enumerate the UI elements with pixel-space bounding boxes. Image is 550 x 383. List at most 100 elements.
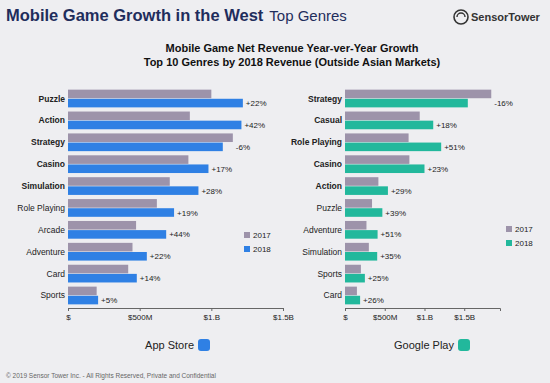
bar [68,252,147,261]
bar [345,90,491,99]
bar [345,252,377,261]
category-label: Role Playing [17,203,65,213]
growth-label: +26% [363,296,384,305]
category-label: Arcade [38,225,65,235]
axis-line [69,309,284,312]
category-label: Puzzle [39,94,66,104]
tick: $ [343,308,348,322]
legend-swatch [506,240,512,246]
category-label: Puzzle [316,203,342,213]
slide-title: Mobile Game Growth in the WestTop Genres [6,6,347,24]
bar [68,221,136,230]
tick: $1.B [417,308,433,322]
bar [345,199,372,208]
bar [68,112,190,121]
bar [68,177,170,186]
growth-label: -16% [494,99,513,108]
bar [345,99,468,108]
tick: $1.5B [273,308,294,322]
tick-mark [211,308,212,311]
tick: $1.B [204,308,220,322]
bar [68,274,137,283]
category-label: Casino [314,159,342,169]
tick-mark [424,308,425,311]
growth-label: +18% [436,121,457,130]
tick-mark [283,308,284,311]
bar [345,164,424,173]
bar [68,155,188,164]
tick-mark [68,308,69,311]
logo-icon-arc [457,13,465,17]
growth-label: +22% [150,252,171,261]
tick-label: $ [343,313,348,322]
x-axis: $ $500M $1.B $1.5B [66,308,294,322]
legend-label: 2018 [515,239,533,248]
x-axis: $ $500M $1.B $1.5B [343,308,500,322]
bar [345,243,369,252]
category-label: Sports [40,290,65,300]
bars [68,90,243,305]
category-label: Strategy [308,94,342,104]
tick: $ [66,308,71,322]
tick-mark [464,308,465,311]
bar [345,265,361,274]
bar [68,287,97,296]
growth-label: +28% [201,187,222,196]
bar [345,208,382,217]
bar [68,121,241,130]
category-label: Adventure [303,225,342,235]
bar [345,274,365,283]
growth-label: +22% [246,99,267,108]
bar [68,186,198,195]
bar [345,296,360,305]
category-label: Casual [314,115,342,125]
category-label: Role Playing [291,137,342,147]
category-label: Simulation [302,247,342,257]
category-label: Action [316,181,342,191]
logo-text: SensorTower [471,11,541,23]
chart: Strategy Casual Role Playing Casino Action Pu… [291,90,533,351]
tick-mark [140,308,141,311]
tick-mark [345,308,346,311]
bar [345,230,378,239]
category-label: Simulation [22,181,65,191]
tick-label: $500M [373,313,398,322]
bar [68,99,243,108]
bar [345,177,378,186]
growth-label: +17% [211,165,232,174]
bar [68,265,128,274]
legend-label: 2017 [253,231,271,240]
category-label: Strategy [31,137,65,147]
bar [345,221,366,230]
tick-label: $1.B [417,313,433,322]
tick-label: $ [66,313,71,322]
bar [68,199,157,208]
growth-label: +19% [177,209,198,218]
tick: $1.5B [454,308,475,322]
store-label: Google Play [394,339,454,351]
growth-label: +14% [140,274,161,283]
bar [345,143,441,152]
chart: PuzzleActionStrategyCasinoSimulationRole… [17,90,294,351]
slide-title-main: Mobile Game Growth in the West [6,6,264,24]
logo-icon [454,10,468,24]
category-label: Action [39,115,65,125]
growth-label: +51% [444,143,465,152]
legend-label: 2018 [253,245,271,254]
growth-label: +23% [427,165,448,174]
bar [345,155,409,164]
growth-label: -6% [236,143,250,152]
tick-mark [385,308,386,311]
bar [345,121,433,130]
store-icon [198,339,210,351]
growth-label: +39% [385,209,406,218]
tick-label: $500M [128,313,153,322]
store-icon [458,339,470,351]
category-label: Card [324,290,343,300]
growth-label: +5% [101,296,117,305]
bar [68,143,223,152]
bar [68,230,166,239]
tick-label: $1.B [204,313,220,322]
chart-title: Top 10 Genres by 2018 Revenue (Outside A… [144,56,441,68]
legend-swatch [506,226,512,232]
